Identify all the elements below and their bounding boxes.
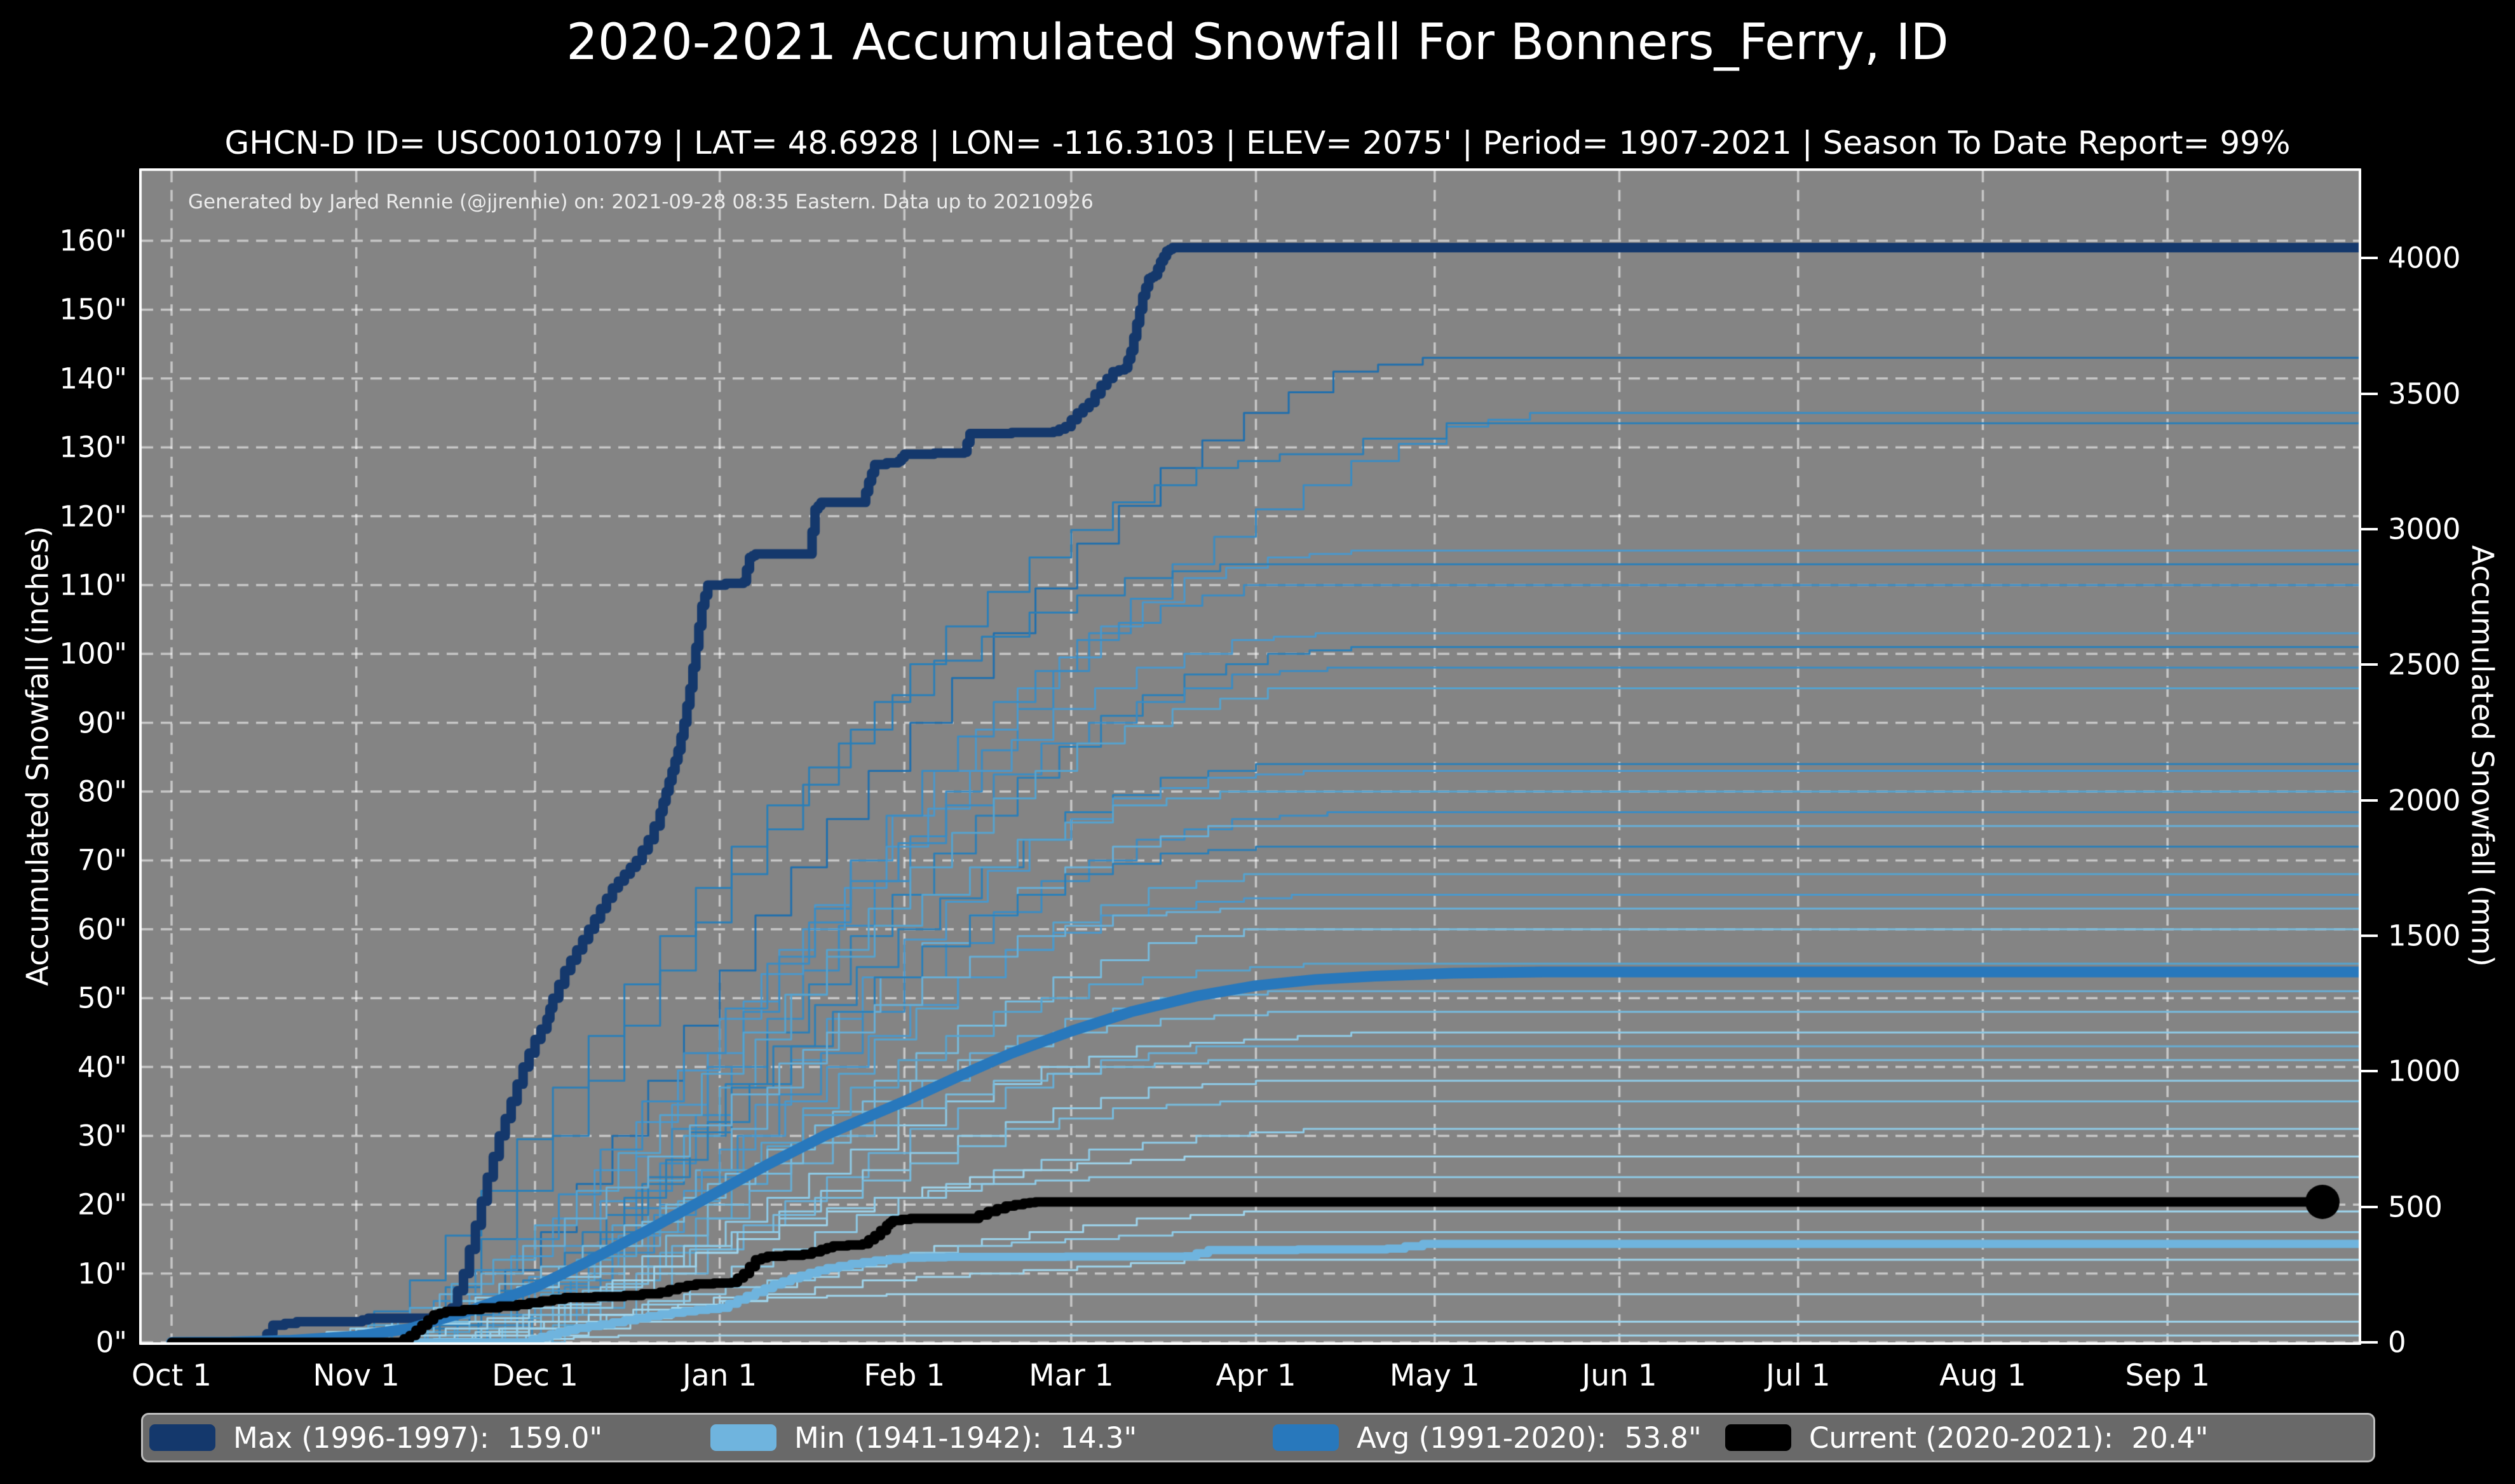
generated-by-annotation: Generated by Jared Rennie (@jjrennie) on…	[188, 191, 1094, 213]
legend-label: Current (2020-2021): 20.4"	[1809, 1420, 2209, 1455]
y-tick-mark-mm	[2361, 1341, 2378, 1344]
legend-item: Min (1941-1942): 14.3"	[710, 1415, 1137, 1460]
legend-item: Max (1996-1997): 159.0"	[149, 1415, 602, 1460]
x-tick-label-month: Dec 1	[492, 1358, 578, 1393]
legend-label: Min (1941-1942): 14.3"	[794, 1420, 1137, 1455]
x-tick-label-month: May 1	[1389, 1358, 1480, 1393]
y-tick-label-inches: 100"	[59, 637, 127, 671]
y-tick-label-inches: 10"	[78, 1257, 127, 1291]
x-tick-label-month: Apr 1	[1216, 1358, 1296, 1393]
y-tick-label-inches: 160"	[59, 224, 127, 258]
legend-swatch-avg	[1273, 1424, 1339, 1451]
snowfall-chart-canvas	[139, 168, 2361, 1345]
x-tick-label-month: Jun 1	[1582, 1358, 1657, 1393]
y-tick-label-inches: 150"	[59, 292, 127, 327]
plot-area	[139, 168, 2361, 1345]
y-tick-mark-mm	[2361, 257, 2378, 260]
y-tick-mark-mm	[2361, 799, 2378, 802]
x-tick-label-month: Jan 1	[682, 1358, 757, 1393]
legend-item: Avg (1991-2020): 53.8"	[1273, 1415, 1702, 1460]
x-tick-label-month: Nov 1	[313, 1358, 400, 1393]
y-tick-label-inches: 130"	[59, 430, 127, 464]
legend-item: Current (2020-2021): 20.4"	[1725, 1415, 2208, 1460]
y-tick-label-mm: 2000	[2388, 783, 2461, 818]
y-tick-label-mm: 3000	[2388, 512, 2461, 546]
y-tick-label-mm: 4000	[2388, 241, 2461, 275]
y-tick-mark-mm	[2361, 527, 2378, 530]
y-tick-label-mm: 2500	[2388, 647, 2461, 682]
y-tick-label-inches: 30"	[78, 1119, 127, 1153]
y-tick-label-inches: 60"	[78, 912, 127, 947]
y-tick-label-mm: 500	[2388, 1190, 2443, 1224]
y-tick-mark-mm	[2361, 392, 2378, 395]
y-tick-label-inches: 140"	[59, 361, 127, 396]
station-metadata-subtitle: GHCN-D ID= USC00101079 | LAT= 48.6928 | …	[224, 125, 2291, 161]
legend-swatch-min	[710, 1424, 776, 1451]
y-tick-mark-mm	[2361, 1070, 2378, 1073]
x-tick-label-month: Sep 1	[2125, 1358, 2210, 1393]
y-tick-label-inches: 40"	[78, 1050, 127, 1084]
y-tick-label-mm: 1000	[2388, 1054, 2461, 1088]
x-tick-label-month: Feb 1	[864, 1358, 946, 1393]
legend: Max (1996-1997): 159.0" Min (1941-1942): …	[141, 1413, 2375, 1462]
y-tick-label-mm: 0	[2388, 1325, 2406, 1359]
y-axis-title-mm: Accumulated Snowfall (mm)	[2464, 545, 2500, 967]
y-tick-mark-mm	[2361, 663, 2378, 666]
y-tick-label-inches: 0"	[95, 1325, 127, 1359]
legend-swatch-max	[149, 1424, 215, 1451]
page-title: 2020-2021 Accumulated Snowfall For Bonne…	[566, 14, 1949, 71]
x-tick-label-month: Oct 1	[131, 1358, 212, 1393]
y-tick-label-inches: 70"	[78, 843, 127, 877]
y-tick-label-inches: 90"	[78, 706, 127, 740]
y-tick-label-inches: 50"	[78, 981, 127, 1015]
y-tick-mark-mm	[2361, 1205, 2378, 1208]
y-tick-label-inches: 120"	[59, 499, 127, 533]
y-tick-label-inches: 20"	[78, 1187, 127, 1222]
y-tick-mark-mm	[2361, 934, 2378, 937]
legend-swatch-current	[1725, 1424, 1791, 1451]
legend-label: Max (1996-1997): 159.0"	[233, 1420, 603, 1455]
y-tick-label-mm: 1500	[2388, 919, 2461, 953]
x-tick-label-month: Jul 1	[1766, 1358, 1831, 1393]
y-tick-label-inches: 110"	[59, 568, 127, 602]
y-tick-label-mm: 3500	[2388, 377, 2461, 411]
y-tick-label-inches: 80"	[78, 774, 127, 809]
x-tick-label-month: Mar 1	[1029, 1358, 1114, 1393]
x-tick-label-month: Aug 1	[1939, 1358, 2026, 1393]
legend-label: Avg (1991-2020): 53.8"	[1357, 1420, 1702, 1455]
